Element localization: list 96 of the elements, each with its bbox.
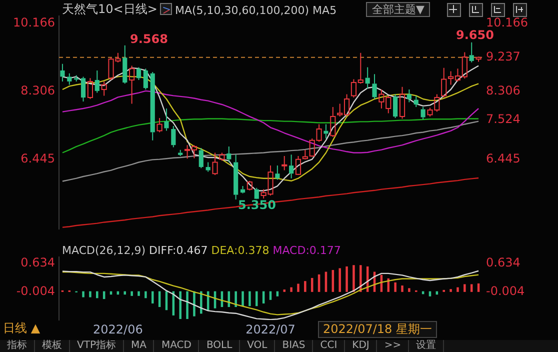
candlestick — [406, 88, 412, 103]
text: 2022/07/18 星期一 — [318, 321, 437, 338]
candlestick — [74, 74, 79, 82]
candlestick — [414, 95, 418, 108]
y-tick-label: 8.306 — [20, 84, 55, 98]
y2-tick-label: 9.237 — [486, 50, 520, 64]
bar — [89, 291, 92, 298]
y-tick-label: 6.445 — [20, 152, 55, 166]
candlestick — [302, 149, 308, 160]
candlestick — [164, 108, 169, 132]
candlestick — [150, 71, 155, 141]
candlestick — [80, 76, 86, 102]
bar — [130, 291, 133, 296]
candlestick — [469, 42, 474, 63]
text: KDJ — [345, 340, 378, 352]
bar — [470, 284, 473, 292]
text: 日线 ▲ — [3, 321, 40, 335]
series-label: MACD:0.177 — [272, 244, 341, 257]
bar — [338, 268, 341, 292]
y2-tick-label: 10.166 — [486, 16, 528, 30]
candlestick — [94, 70, 100, 94]
candlestick — [393, 94, 398, 119]
bar — [394, 282, 396, 292]
candlestick — [275, 165, 280, 180]
candlestick — [60, 63, 65, 82]
bar — [96, 291, 98, 298]
candlestick — [324, 124, 328, 139]
text: VTP指标 — [70, 340, 124, 352]
candlestick — [122, 44, 128, 84]
candlestick — [441, 67, 447, 98]
chart-title: MACD(26,12,9) — [62, 244, 147, 257]
y-tick-label: -0.004 — [16, 284, 55, 298]
series-label: DIFF:0.467 — [149, 244, 209, 257]
bar — [186, 291, 188, 319]
text: DEA:0.378 — [211, 244, 270, 257]
text: BOLL — [199, 340, 240, 352]
candlestick — [143, 68, 148, 90]
candlestick — [129, 65, 135, 104]
candlestick — [101, 80, 107, 96]
candlestick — [234, 154, 238, 200]
bar — [401, 286, 404, 292]
candlestick — [399, 86, 406, 120]
bar — [456, 287, 459, 292]
candlestick — [289, 154, 294, 179]
candlestick — [226, 146, 232, 163]
chart-title: 天然气10<日线> — [62, 2, 158, 16]
bar — [248, 291, 251, 306]
bar — [450, 289, 452, 292]
y2-tick-label: 6.445 — [486, 152, 520, 166]
bar — [138, 291, 140, 296]
candlestick — [136, 66, 142, 80]
candlestick — [67, 72, 72, 86]
bar — [352, 265, 355, 292]
bar — [360, 265, 362, 292]
annotation: 全部主题▼ — [366, 2, 430, 17]
text: 指标 — [0, 340, 35, 352]
text: CCI — [313, 340, 346, 352]
bar — [144, 291, 147, 298]
bar — [408, 288, 410, 292]
candlestick — [365, 66, 370, 90]
candlestick — [372, 74, 377, 100]
x-tick-label: 2022/07 — [246, 322, 296, 336]
y-tick-label: 0.634 — [20, 256, 55, 270]
bar — [82, 291, 84, 298]
bar — [179, 291, 182, 319]
bar — [124, 291, 126, 295]
bar — [304, 281, 306, 292]
bar — [290, 287, 292, 292]
candlestick — [212, 152, 218, 176]
bar — [297, 284, 300, 292]
text: MACD — [154, 340, 200, 352]
annotation: 9.568 — [130, 32, 168, 46]
y2-tick-label: 0.634 — [486, 256, 520, 270]
text: VOL — [240, 340, 276, 352]
bar — [346, 266, 348, 292]
y2-tick-label: -0.004 — [486, 284, 525, 298]
text: BIAS — [275, 340, 314, 352]
candlestick — [206, 162, 210, 172]
bar — [464, 284, 466, 292]
candlestick — [330, 106, 336, 138]
bar — [234, 291, 237, 308]
candlestick — [198, 147, 204, 169]
x-tick-label: 2022/06 — [93, 322, 143, 336]
y2-tick-label: 8.306 — [486, 84, 520, 98]
bar — [242, 291, 244, 306]
text: MA — [124, 340, 154, 352]
candlestick — [282, 156, 288, 171]
y-tick-label: 10.166 — [13, 16, 55, 30]
candlestick — [171, 126, 176, 148]
y2-tick-label: 7.524 — [486, 112, 520, 126]
text: 设置 — [409, 340, 444, 352]
text: 模板 — [35, 340, 70, 352]
annotation: 9.650 — [456, 28, 494, 42]
text: >> — [377, 340, 410, 352]
bar — [256, 291, 258, 306]
chart-subtitle: MA(5,10,30,60,100,200) MA5 — [175, 4, 337, 17]
